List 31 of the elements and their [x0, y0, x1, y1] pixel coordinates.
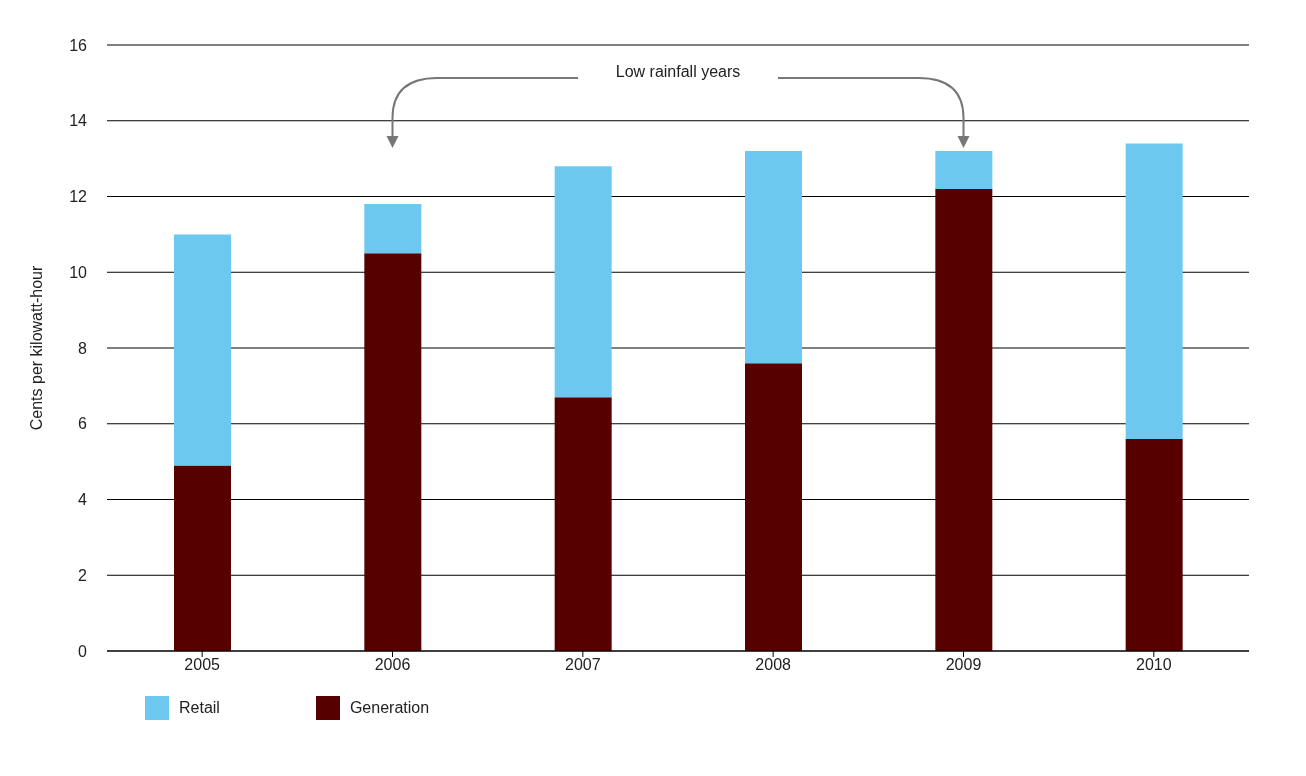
bar	[935, 151, 993, 189]
bar	[935, 188, 993, 651]
bar	[364, 204, 422, 254]
x-tick-label: 2006	[374, 656, 411, 674]
y-tick-label: 4	[78, 491, 88, 509]
x-tick-label: 2007	[565, 656, 601, 674]
bar	[745, 151, 802, 364]
y-tick-label: 12	[69, 188, 88, 206]
y-tick-label: 14	[69, 112, 88, 130]
bar	[554, 166, 612, 398]
bar	[174, 465, 231, 651]
y-tick-label: 10	[69, 263, 88, 281]
bar	[174, 234, 231, 466]
y-tick-label: 6	[78, 415, 88, 433]
y-tick-label: 2	[78, 566, 88, 584]
x-tick-label: 2009	[945, 656, 982, 674]
x-tick-label: 2005	[184, 656, 221, 674]
bar	[554, 397, 612, 651]
bar	[364, 253, 422, 651]
y-tick-label: 0	[78, 642, 88, 660]
bar	[1125, 438, 1183, 651]
bar	[1125, 143, 1183, 439]
x-tick-label: 2010	[1136, 656, 1172, 674]
bar	[745, 363, 802, 651]
y-axis-title: Cents per kilowatt-hour	[27, 265, 45, 431]
x-tick-label: 2008	[755, 656, 792, 674]
y-tick-label: 16	[69, 36, 88, 54]
legend-label: Retail	[179, 699, 220, 717]
annotation: Low rainfall years	[615, 63, 741, 80]
legend-label: Generation	[349, 699, 430, 717]
y-tick-label: 8	[78, 339, 88, 357]
